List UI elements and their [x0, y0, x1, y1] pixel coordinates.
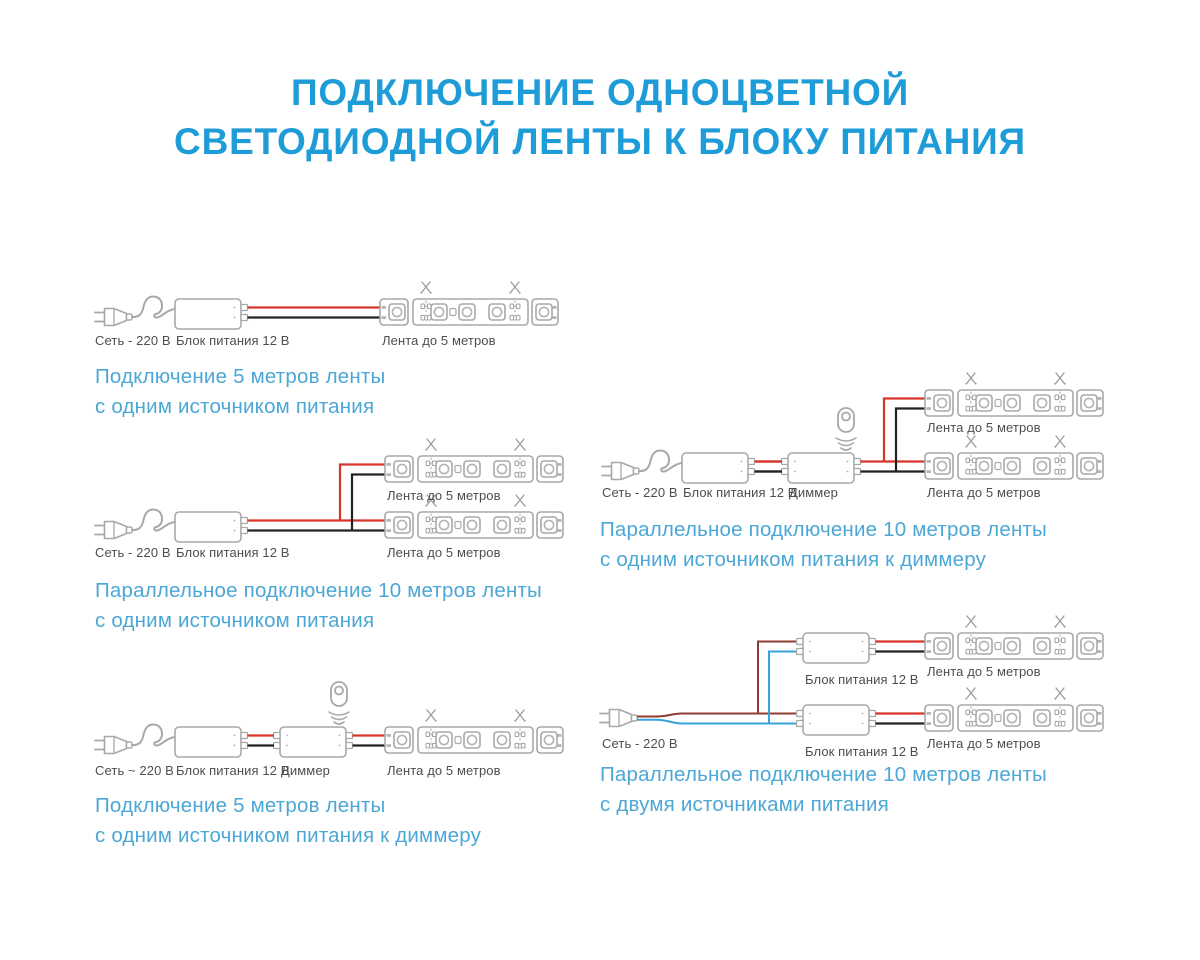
diagram-2: Лента до 5 метров Сеть - 220 В Блок пита… — [94, 439, 563, 560]
caption-d2-line2: с одним источником питания — [95, 609, 375, 632]
diagram-3: Сеть ~ 220 В Блок питания 12 В Диммер Ле… — [94, 681, 563, 778]
caption-d4-line2: с одним источником питания к диммеру — [600, 548, 987, 571]
diagram-1: Сеть - 220 В Блок питания 12 В Лента до … — [94, 282, 558, 348]
caption-d3-line1: Подключение 5 метров ленты — [95, 794, 386, 817]
caption-d4-line1: Параллельное подключение 10 метров ленты — [600, 518, 1047, 541]
diagram-5: Лента до 5 метров Блок питания 12 В Сеть… — [599, 616, 1103, 759]
diagram-4: Лента до 5 метров Сеть - 220 В Блок пита… — [601, 373, 1103, 500]
remote-icon — [328, 681, 350, 725]
label-strip-bottom: Лента до 5 метров — [927, 485, 1041, 500]
led-strip — [385, 710, 563, 753]
label-strip-bottom: Лента до 5 метров — [387, 545, 501, 560]
label-psu: Блок питания 12 В — [176, 545, 290, 560]
wire-live-branch — [757, 640, 797, 714]
psu-box-top — [797, 633, 876, 663]
wire-red — [860, 397, 928, 463]
caption-d3-line2: с одним источником питания к диммеру — [95, 824, 482, 847]
label-mains: Сеть - 220 В — [95, 333, 171, 348]
psu-box — [174, 511, 249, 543]
label-dimmer: Диммер — [281, 763, 330, 778]
label-strip-bottom: Лента до 5 метров — [927, 736, 1041, 751]
label-strip: Лента до 5 метров — [382, 333, 496, 348]
power-cord — [131, 295, 176, 319]
caption-d2: Параллельное подключение 10 метров ленты… — [95, 576, 542, 636]
power-cord — [638, 449, 683, 473]
caption-d1: Подключение 5 метров ленты с одним источ… — [95, 362, 385, 422]
caption-d3: Подключение 5 метров ленты с одним источ… — [95, 791, 481, 851]
label-strip-top: Лента до 5 метров — [387, 488, 501, 503]
wire-neutral — [637, 718, 797, 725]
power-cord — [131, 508, 176, 532]
page-title-line2: СВЕТОДИОДНОЙ ЛЕНТЫ К БЛОКУ ПИТАНИЯ — [174, 121, 1026, 162]
label-psu: Блок питания 12 В — [176, 763, 290, 778]
caption-d5: Параллельное подключение 10 метров ленты… — [600, 760, 1047, 820]
led-strip-top — [925, 373, 1103, 416]
wire-red — [247, 463, 388, 522]
label-psu: Блок питания 12 В — [683, 485, 797, 500]
remote-icon — [835, 407, 857, 451]
led-strip-top — [385, 439, 563, 482]
plug-icon — [94, 520, 133, 540]
label-strip-top: Лента до 5 метров — [927, 420, 1041, 435]
label-mains: Сеть ~ 220 В — [95, 763, 174, 778]
wire-black — [247, 473, 388, 532]
led-strip-bottom — [925, 688, 1103, 731]
label-strip: Лента до 5 метров — [387, 763, 501, 778]
label-psu-top: Блок питания 12 В — [805, 672, 919, 687]
caption-d5-line1: Параллельное подключение 10 метров ленты — [600, 763, 1047, 786]
label-mains: Сеть - 220 В — [602, 485, 678, 500]
wire-neutral-branch — [768, 650, 797, 724]
label-dimmer: Диммер — [789, 485, 838, 500]
wire-live — [637, 712, 797, 718]
page-title: ПОДКЛЮЧЕНИЕ ОДНОЦВЕТНОЙ СВЕТОДИОДНОЙ ЛЕН… — [0, 68, 1200, 166]
plug-icon — [94, 307, 133, 327]
label-psu: Блок питания 12 В — [176, 333, 290, 348]
plug-icon — [94, 735, 133, 755]
dimmer-box — [274, 727, 353, 757]
led-strip-bottom — [925, 436, 1103, 479]
caption-d5-line2: с двумя источниками питания — [600, 793, 889, 816]
psu-box — [681, 452, 756, 484]
wire-black — [860, 407, 928, 473]
power-cord — [131, 723, 176, 747]
label-strip-top: Лента до 5 метров — [927, 664, 1041, 679]
page-title-line1: ПОДКЛЮЧЕНИЕ ОДНОЦВЕТНОЙ — [290, 72, 910, 113]
caption-d4: Параллельное подключение 10 метров ленты… — [600, 515, 1047, 575]
led-strip-top — [925, 616, 1103, 659]
plug-icon — [599, 708, 638, 728]
caption-d2-line1: Параллельное подключение 10 метров ленты — [95, 579, 542, 602]
label-mains: Сеть - 220 В — [95, 545, 171, 560]
label-psu-bottom: Блок питания 12 В — [805, 744, 919, 759]
label-mains: Сеть - 220 В — [602, 736, 678, 751]
psu-box — [174, 298, 249, 330]
dimmer-box — [782, 453, 861, 483]
caption-d1-line2: с одним источником питания — [95, 395, 375, 418]
caption-d1-line1: Подключение 5 метров ленты — [95, 365, 386, 388]
plug-icon — [601, 461, 640, 481]
psu-box — [174, 726, 249, 758]
wire-red-psu-dimmer — [754, 460, 782, 473]
led-strip — [380, 282, 558, 325]
psu-box-bottom — [797, 705, 876, 735]
